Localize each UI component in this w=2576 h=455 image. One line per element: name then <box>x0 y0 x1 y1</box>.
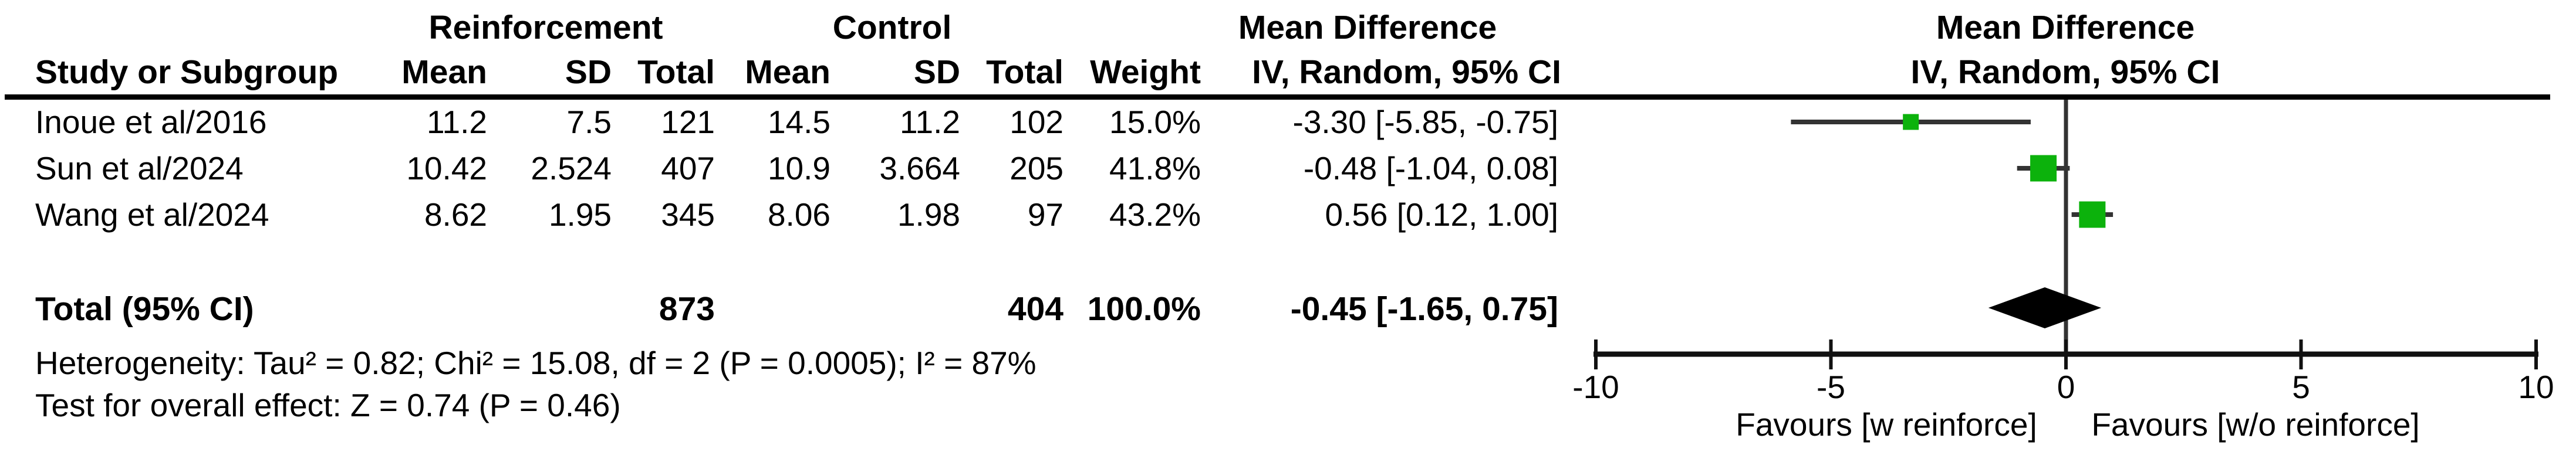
effect-square <box>2030 155 2057 182</box>
sd2-cell: 3.664 <box>879 150 960 186</box>
col-header-study: Study or Subgroup <box>35 53 339 91</box>
effect-square <box>2079 201 2106 228</box>
axis-tick-label: -5 <box>1817 369 1845 405</box>
col-header-total-2: Total <box>986 53 1064 91</box>
table-mean-difference-header: Mean Difference <box>1238 9 1497 46</box>
col-header-sd-2: SD <box>913 53 960 91</box>
study-name-cell: Inoue et al/2016 <box>35 104 267 140</box>
sd2-cell: 1.98 <box>897 196 960 233</box>
axis-tick-label: -10 <box>1572 369 1619 405</box>
effect-square <box>1903 114 1919 130</box>
col-header-total-1: Total <box>637 53 715 91</box>
mean2-cell: 10.9 <box>767 150 830 186</box>
col-header-ci-plot: IV, Random, 95% CI <box>1910 53 2220 91</box>
ci-text-cell: -3.30 [-5.85, -0.75] <box>1292 104 1559 140</box>
group-header-reinforcement: Reinforcement <box>428 9 663 46</box>
summary-diamond <box>1988 287 2102 328</box>
axis-tick-label: 10 <box>2518 369 2554 405</box>
sd1-cell: 1.95 <box>548 196 612 233</box>
mean1-cell: 11.2 <box>427 104 487 140</box>
study-name-cell: Wang et al/2024 <box>35 196 269 233</box>
header-rule <box>5 94 2550 100</box>
sd1-cell: 2.524 <box>531 150 612 186</box>
total-weight-cell: 100.0% <box>1087 290 1201 328</box>
weight-cell: 15.0% <box>1109 104 1201 140</box>
sd2-cell: 11.2 <box>900 104 960 140</box>
total1-cell: 121 <box>661 104 715 140</box>
col-header-sd-1: SD <box>565 53 612 91</box>
total1-cell: 345 <box>661 196 715 233</box>
col-header-mean-2: Mean <box>745 53 830 91</box>
plot-mean-difference-header: Mean Difference <box>1936 9 2195 46</box>
axis-tick-label: 0 <box>2057 369 2075 405</box>
total-ci-text-cell: -0.45 [-1.65, 0.75] <box>1290 290 1558 328</box>
col-header-ci-table: IV, Random, 95% CI <box>1252 53 1561 91</box>
mean1-cell: 8.62 <box>424 196 487 233</box>
total2-cell: 205 <box>1010 150 1064 186</box>
total2-cell: 97 <box>1027 196 1064 233</box>
total2-cell: 102 <box>1010 104 1064 140</box>
weight-cell: 41.8% <box>1109 150 1201 186</box>
mean1-cell: 10.42 <box>406 150 487 186</box>
favours-left-label: Favours [w reinforce] <box>1736 406 2037 443</box>
weight-cell: 43.2% <box>1109 196 1201 233</box>
ci-text-cell: 0.56 [0.12, 1.00] <box>1325 196 1558 233</box>
col-header-mean-1: Mean <box>401 53 487 91</box>
total1-cell: 407 <box>661 150 715 186</box>
mean2-cell: 14.5 <box>767 104 830 140</box>
mean2-cell: 8.06 <box>767 196 830 233</box>
sd1-cell: 7.5 <box>566 104 612 140</box>
overall-effect-text: Test for overall effect: Z = 0.74 (P = 0… <box>35 387 621 423</box>
favours-right-label: Favours [w/o reinforce] <box>2091 406 2420 443</box>
heterogeneity-text: Heterogeneity: Tau² = 0.82; Chi² = 15.08… <box>35 345 1037 381</box>
group-header-control: Control <box>832 9 952 46</box>
total-row-label: Total (95% CI) <box>35 290 254 328</box>
total-n2-cell: 404 <box>1007 290 1064 328</box>
ci-text-cell: -0.48 [-1.04, 0.08] <box>1303 150 1558 186</box>
study-name-cell: Sun et al/2024 <box>35 150 244 186</box>
col-header-weight: Weight <box>1090 53 1201 91</box>
axis-tick-label: 5 <box>2292 369 2310 405</box>
total-n1-cell: 873 <box>659 290 715 328</box>
